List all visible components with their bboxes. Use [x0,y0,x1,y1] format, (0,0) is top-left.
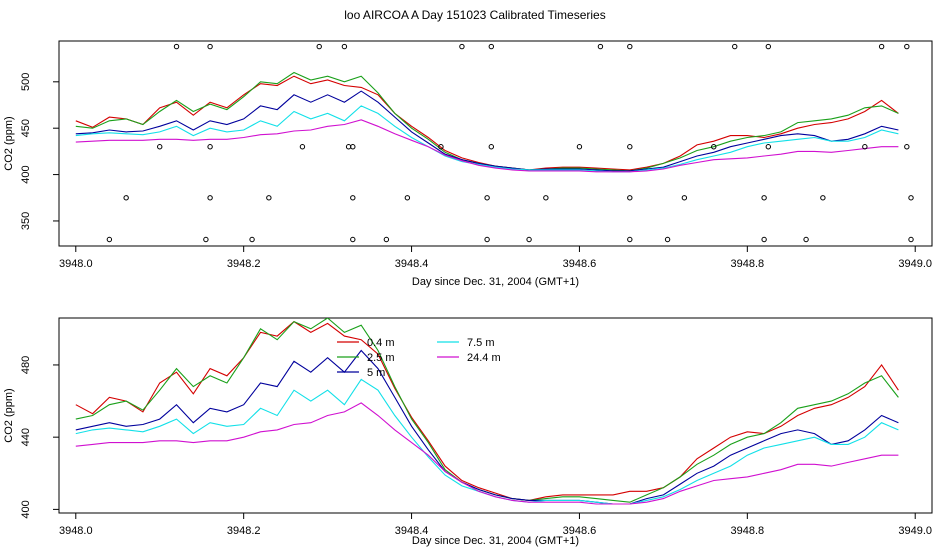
data-point [341,43,348,50]
data-point [350,236,356,243]
data-point [862,144,868,150]
data-point [904,144,910,150]
data-point [207,43,213,50]
series-group [75,318,899,505]
x-tick-label: 3948.0 [59,525,93,537]
y-axis-label: CO2 (ppm) [3,116,15,170]
data-point [207,144,213,150]
series-line-1 [75,71,899,172]
data-point [207,195,213,201]
y-tick-label: 500 [20,73,32,91]
x-axis-label: Day since Dec. 31, 2004 (GMT+1) [412,276,579,288]
x-tick-label: 3948.8 [730,258,764,270]
series-line-4 [75,119,899,173]
data-point [299,144,306,150]
series-line-0-4-m [75,320,899,501]
data-point [711,144,717,150]
x-tick-label: 3948.6 [563,258,597,270]
data-point [543,195,549,201]
plot-frame [58,40,933,247]
data-point [820,195,826,201]
x-tick-label: 3949.0 [898,525,932,537]
series-line-5-m [75,349,899,505]
data-point [627,43,633,50]
x-axis-label: Day since Dec. 31, 2004 (GMT+1) [412,535,579,547]
y-tick-label: 480 [20,356,32,374]
data-point [484,195,490,201]
plot-frame [58,317,933,514]
data-point [106,236,113,243]
data-point [765,144,772,150]
x-tick-label: 3948.6 [563,525,597,537]
x-tick-label: 3948.8 [730,525,764,537]
y-tick-label: 400 [20,165,32,183]
data-point [123,195,129,201]
data-point [484,236,490,243]
data-point [878,43,885,50]
x-tick-label: 3949.0 [898,258,932,270]
x-tick-label: 3948.4 [395,258,429,270]
legend-label: 2.5 m [367,352,395,364]
data-point [459,43,465,50]
data-point [681,195,688,201]
data-point [266,195,272,201]
y-axis-label: CO2 (ppm) [3,388,15,442]
data-point [803,236,809,243]
data-point [350,144,356,150]
data-point [383,236,390,243]
data-point [404,195,411,201]
bottom-panel: 3948.0 3948.2 3948.4 3948.6 3948.8 3949.0 400 4… [3,317,933,547]
y-tick-label: 350 [20,212,32,230]
data-point [908,195,914,201]
legend-label: 24.4 m [467,352,501,364]
data-point [526,236,532,243]
chart-title: loo AIRCOA A Day 151023 Calibrated Times… [344,8,606,22]
series-line-2 [75,90,899,172]
legend-label: 0.4 m [367,337,395,349]
x-tick-label: 3948.0 [59,258,93,270]
data-point [732,43,738,50]
data-point [664,236,671,243]
x-tick-label: 3948.2 [227,525,261,537]
y-tick-label: 440 [20,428,32,446]
data-point [627,144,633,150]
x-tick-label: 3948.4 [395,525,429,537]
series-group [75,71,899,173]
data-point [908,236,914,243]
series-line-0 [75,75,899,171]
data-point [627,236,633,243]
data-point [488,144,495,150]
data-point [761,236,767,243]
legend-label: 7.5 m [467,337,495,349]
data-point [350,195,356,201]
y-tick-label: 400 [20,500,32,518]
data-point [249,236,255,243]
data-point [157,144,163,150]
x-tick-label: 3948.2 [227,258,261,270]
legend-label: 5 m [367,367,385,379]
data-point [904,43,910,50]
series-line-24-4-m [75,402,899,505]
data-point [438,144,444,150]
data-point [488,43,495,50]
data-point [173,43,180,50]
top-panel: 3948.0 3948.2 3948.4 3948.6 3948.8 3949.0 350 4… [3,40,933,288]
data-point [203,236,209,243]
legend: 0.4 m 2.5 m 5 m 7.5 m 24.4 m [337,337,501,379]
data-point [627,195,633,201]
data-point [576,144,583,150]
data-point [765,43,772,50]
series-line-3 [75,105,899,173]
data-point [597,43,604,50]
data-point [316,43,322,50]
data-point [761,195,767,201]
y-tick-label: 450 [20,119,32,137]
